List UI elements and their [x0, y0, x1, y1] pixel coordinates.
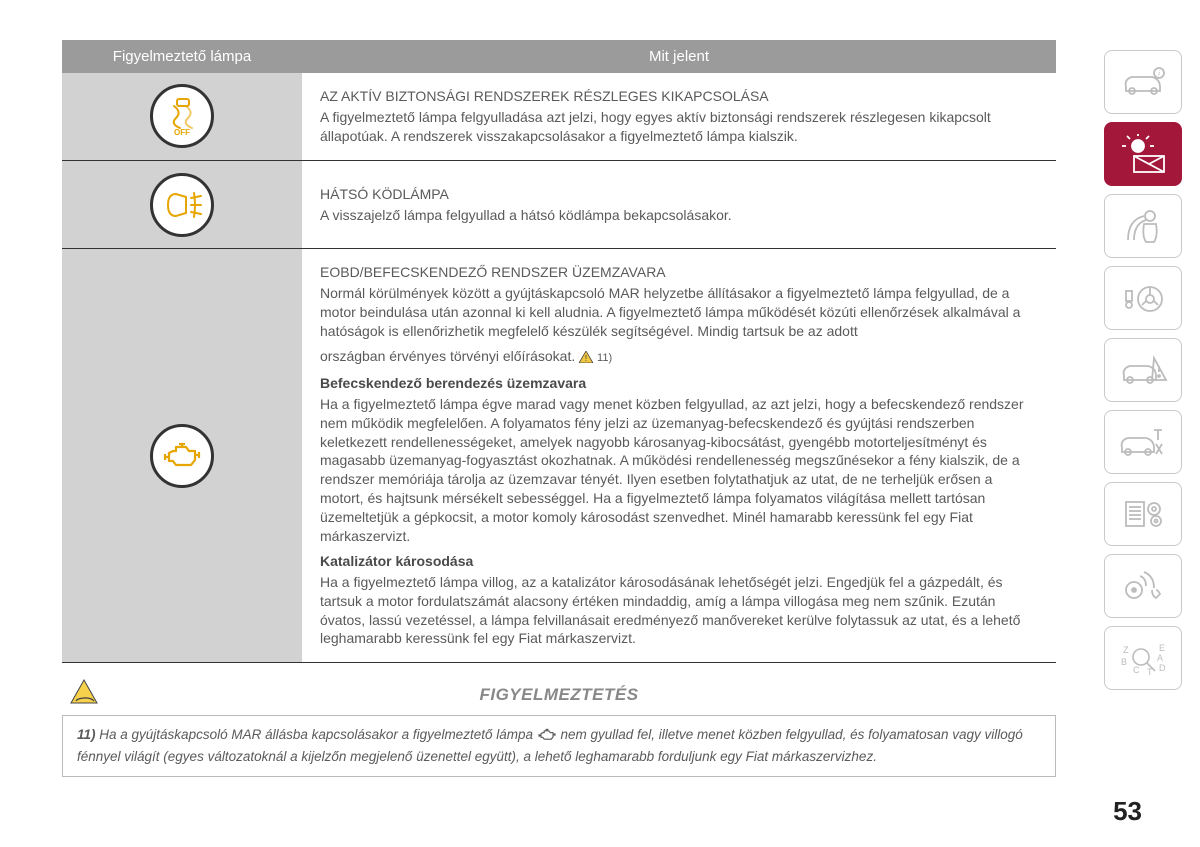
row-title: HÁTSÓ KÖDLÁMPA	[320, 185, 1036, 204]
svg-text:Z: Z	[1123, 645, 1129, 655]
table-row: EOBD/BEFECSKENDEZŐ RENDSZER ÜZEMZAVARA N…	[62, 249, 1056, 663]
engine-warning-icon	[537, 730, 557, 745]
desc-cell: HÁTSÓ KÖDLÁMPA A visszajelző lámpa felgy…	[302, 161, 1056, 249]
svg-text:OFF: OFF	[174, 128, 190, 136]
svg-text:A: A	[1157, 653, 1163, 663]
subsection-title: Katalizátor károsodása	[320, 552, 1036, 571]
subsection-title: Befecskendező berendezés üzemzavara	[320, 374, 1036, 393]
warning-triangle-icon: !	[579, 349, 593, 368]
engine-warning-icon	[150, 424, 214, 488]
header-col-lamp: Figyelmeztető lámpa	[62, 40, 302, 73]
row-body: A visszajelző lámpa felgyullad a hátsó k…	[320, 206, 1036, 225]
page-number: 53	[1113, 796, 1142, 827]
row-intro-2-text: országban érvényes törvényi előírásokat.	[320, 348, 575, 364]
svg-text:E: E	[1159, 643, 1165, 653]
tab-tech-data[interactable]	[1104, 482, 1182, 546]
lamp-cell: OFF	[62, 73, 302, 160]
tab-warning-lights[interactable]	[1104, 122, 1182, 186]
warning-heading: FIGYELMEZTETÉS	[479, 685, 638, 704]
tab-emergency[interactable]	[1104, 338, 1182, 402]
warning-triangle-icon	[70, 679, 98, 707]
footnote-ref: 11)	[597, 352, 612, 364]
row-title: EOBD/BEFECSKENDEZŐ RENDSZER ÜZEMZAVARA	[320, 263, 1036, 282]
page-content: Figyelmeztető lámpa Mit jelent OFF AZ AK…	[62, 40, 1056, 777]
esc-off-icon: OFF	[150, 84, 214, 148]
tab-multimedia[interactable]	[1104, 554, 1182, 618]
table-row: HÁTSÓ KÖDLÁMPA A visszajelző lámpa felgy…	[62, 161, 1056, 250]
footnote-box: 11) Ha a gyújtáskapcsoló MAR állásba kap…	[62, 715, 1056, 776]
table-header: Figyelmeztető lámpa Mit jelent	[62, 40, 1056, 73]
row-intro-1: Normál körülmények között a gyújtáskapcs…	[320, 284, 1036, 341]
svg-text:C: C	[1133, 665, 1140, 675]
footnote-number: 11)	[77, 727, 96, 742]
tab-vehicle-info[interactable]: i	[1104, 50, 1182, 114]
tab-maintenance[interactable]	[1104, 410, 1182, 474]
table-row: OFF AZ AKTÍV BIZTONSÁGI RENDSZEREK RÉSZL…	[62, 73, 1056, 161]
svg-text:D: D	[1159, 663, 1166, 673]
warning-heading-row: FIGYELMEZTETÉS	[62, 685, 1056, 705]
desc-cell: AZ AKTÍV BIZTONSÁGI RENDSZEREK RÉSZLEGES…	[302, 73, 1056, 160]
tab-index[interactable]: ZBCT EAD	[1104, 626, 1182, 690]
svg-text:i: i	[1158, 71, 1160, 78]
rear-foglight-icon	[150, 173, 214, 237]
desc-cell: EOBD/BEFECSKENDEZŐ RENDSZER ÜZEMZAVARA N…	[302, 249, 1056, 662]
svg-text:T: T	[1147, 667, 1153, 677]
svg-text:B: B	[1121, 657, 1127, 667]
tab-starting-driving[interactable]	[1104, 266, 1182, 330]
subsection-body: Ha a figyelmeztető lámpa villog, az a ka…	[320, 573, 1036, 649]
row-title: AZ AKTÍV BIZTONSÁGI RENDSZEREK RÉSZLEGES…	[320, 87, 1036, 106]
lamp-cell	[62, 249, 302, 662]
header-col-meaning: Mit jelent	[302, 40, 1056, 73]
tab-safety[interactable]	[1104, 194, 1182, 258]
lamp-cell	[62, 161, 302, 249]
footnote-text-1: Ha a gyújtáskapcsoló MAR állásba kapcsol…	[96, 727, 537, 742]
svg-text:!: !	[585, 354, 587, 363]
row-body: A figyelmeztető lámpa felgyulladása azt …	[320, 108, 1036, 146]
subsection-body: Ha a figyelmeztető lámpa égve marad vagy…	[320, 395, 1036, 546]
side-tabs: i ZBCT EAD	[1104, 50, 1182, 698]
row-intro-2: országban érvényes törvényi előírásokat.…	[320, 347, 1036, 368]
